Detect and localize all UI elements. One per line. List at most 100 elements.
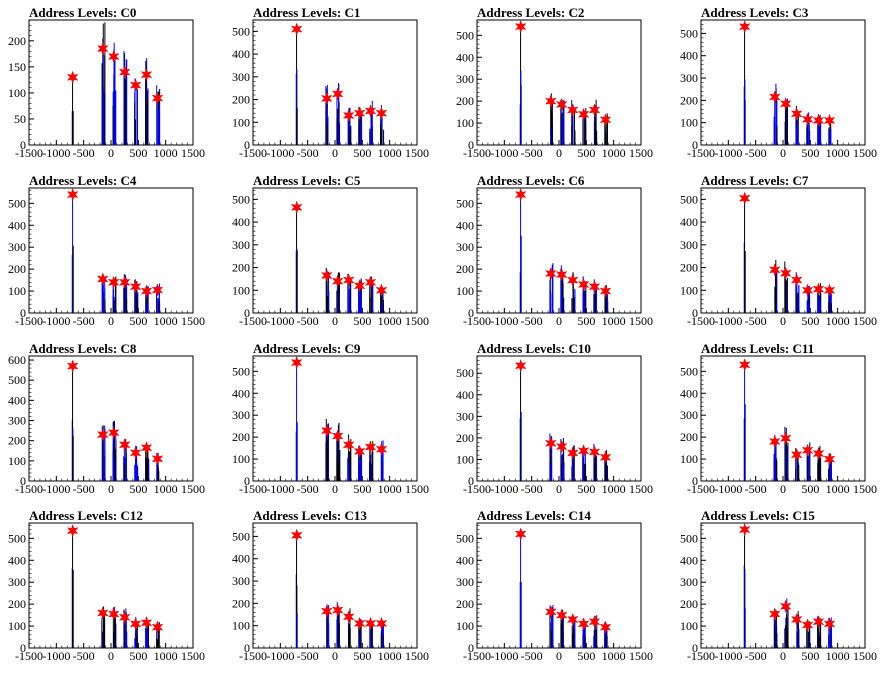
y-tick-label: 200 <box>8 34 26 48</box>
peak-marker <box>588 614 601 629</box>
peak-marker <box>331 274 344 288</box>
peak-marker <box>342 610 355 624</box>
peak-marker <box>364 104 377 118</box>
y-tick-label: 200 <box>232 93 250 107</box>
y-tick-label: 200 <box>456 597 474 611</box>
peak-marker <box>151 283 164 297</box>
x-tick-label: -1000 <box>714 482 742 496</box>
x-tick-label: 500 <box>577 314 595 328</box>
y-tick-label: 0 <box>244 138 250 152</box>
y-tick-label: 400 <box>8 393 26 407</box>
address-level-chart: Address Levels: C70100200300400500-1500-… <box>680 173 877 328</box>
peak-marker <box>790 447 803 462</box>
plot-frame <box>28 19 194 146</box>
x-tick-label: 1000 <box>378 482 402 496</box>
peak-marker <box>331 87 344 101</box>
x-tick-label: 1500 <box>181 649 205 663</box>
y-tick-label: 0 <box>20 474 26 488</box>
peak-marker <box>599 284 612 298</box>
peak-marker <box>599 620 612 634</box>
peak-marker <box>768 263 781 277</box>
peak-marker <box>779 431 792 445</box>
peak-marker <box>118 437 131 452</box>
x-tick-label: -500 <box>73 146 95 160</box>
address-level-chart: Address Levels: C15 0 100 200 300 400 500 -1500… <box>680 508 877 663</box>
x-tick-label: -1500 <box>15 146 43 160</box>
x-tick-label: -500 <box>521 482 543 496</box>
x-tick-label: -500 <box>745 482 767 496</box>
x-tick-label: -1000 <box>714 146 742 160</box>
chart-title: Address Levels: C13 <box>253 508 367 523</box>
peak-marker <box>290 200 303 215</box>
x-tick-label: 500 <box>577 649 595 663</box>
peak-marker <box>342 273 355 287</box>
peak-marker <box>129 617 142 631</box>
x-tick-label: 0 <box>556 314 562 328</box>
x-tick-label: -500 <box>521 649 543 663</box>
peak-marker <box>320 423 333 438</box>
y-tick-label: 300 <box>232 70 250 84</box>
y-tick-label: 200 <box>232 261 250 275</box>
peak-marker <box>555 608 568 622</box>
y-tick-label: 300 <box>232 574 250 588</box>
plot-frame <box>700 187 866 314</box>
x-tick-label: 1500 <box>629 146 653 160</box>
x-tick-label: 1000 <box>378 649 402 663</box>
y-tick-label: 0 <box>20 306 26 320</box>
address-level-chart: Address Levels: C50100200300400500-1500-… <box>232 173 429 328</box>
peak-marker <box>320 604 333 618</box>
x-tick-label: -1000 <box>42 314 70 328</box>
peak-marker <box>375 106 388 120</box>
y-tick-label: 0 <box>244 474 250 488</box>
x-tick-label: 1500 <box>853 146 877 160</box>
y-tick-label: 300 <box>8 240 26 254</box>
address-level-chart: Address Levels: C0 0 50 100 150 200 -1500 -1000… <box>8 5 205 160</box>
chart-title: Address Levels: C3 <box>701 5 809 20</box>
x-tick-label: 1000 <box>378 314 402 328</box>
y-tick-label: 200 <box>680 430 698 444</box>
chart-title: Address Levels: C10 <box>477 341 591 356</box>
peak-marker <box>577 444 590 458</box>
x-tick-label: 500 <box>353 146 371 160</box>
y-tick-label: 100 <box>8 86 26 100</box>
chart-title: Address Levels: C2 <box>477 5 584 20</box>
y-tick-label: 200 <box>8 434 26 448</box>
chart-title: Address Levels: C11 <box>701 341 814 356</box>
y-tick-label: 100 <box>456 619 474 633</box>
y-tick-label: 100 <box>232 283 250 297</box>
address-level-chart: Address Levels: C60100200300400500-1500-… <box>456 173 653 328</box>
x-tick-label: -1500 <box>687 649 715 663</box>
peak-marker <box>738 522 751 537</box>
y-tick-label: 300 <box>680 238 698 252</box>
peak-marker <box>342 108 355 123</box>
x-tick-label: 500 <box>801 482 819 496</box>
address-level-chart: Address Levels: C8 0 100 200 300 400 500 600 -15… <box>8 341 205 496</box>
x-tick-label: -1500 <box>239 482 267 496</box>
peak-marker <box>577 277 590 292</box>
x-tick-label: 1000 <box>826 314 850 328</box>
x-tick-label: -1500 <box>15 314 43 328</box>
x-tick-label: 500 <box>577 482 595 496</box>
peak-marker <box>364 275 377 290</box>
y-tick-label: 200 <box>8 597 26 611</box>
peak-marker <box>353 444 366 459</box>
peak-marker <box>107 49 120 64</box>
x-tick-label: 0 <box>780 314 786 328</box>
peak-marker <box>96 606 109 620</box>
peak-marker <box>375 442 388 456</box>
peak-marker <box>140 616 153 630</box>
chart-title: Address Levels: C4 <box>29 173 137 188</box>
chart-title: Address Levels: C5 <box>253 173 361 188</box>
x-tick-label: -500 <box>745 314 767 328</box>
peak-marker <box>514 358 527 373</box>
y-tick-label: 400 <box>232 215 250 229</box>
address-level-chart: Address Levels: C14 0 100 200 300 400 500 -1500… <box>456 508 653 663</box>
peak-marker <box>514 187 527 202</box>
x-tick-label: -500 <box>297 314 319 328</box>
x-tick-label: -500 <box>521 314 543 328</box>
peak-marker <box>140 284 153 298</box>
peak-marker <box>779 96 792 111</box>
y-tick-label: 200 <box>232 596 250 610</box>
